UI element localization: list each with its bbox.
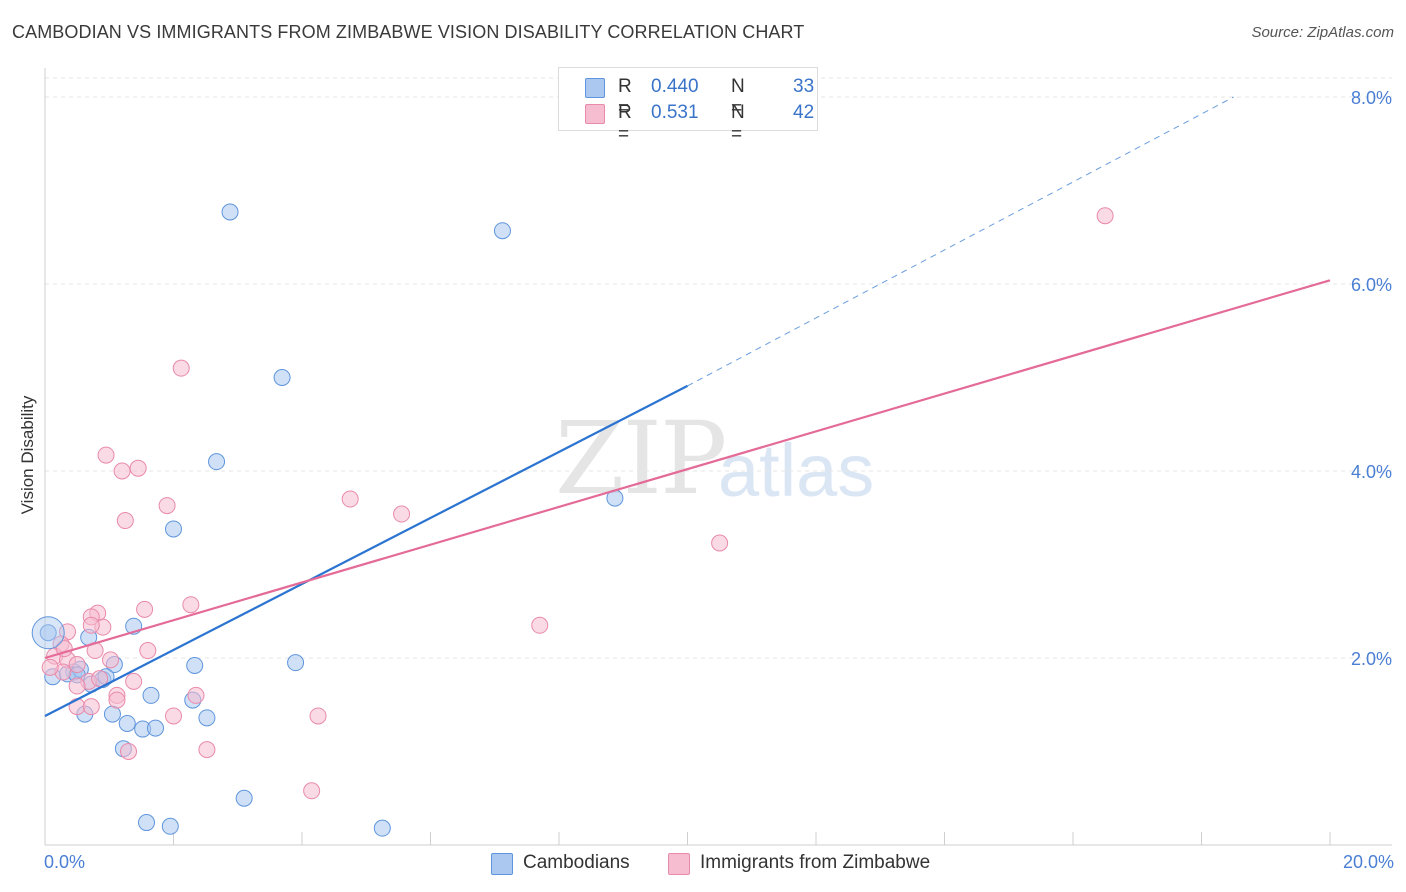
point-zimbabwe <box>108 691 126 709</box>
point-zimbabwe <box>97 446 115 464</box>
point-zimbabwe <box>113 462 131 480</box>
y-tick-labels: 2.0% 4.0% 6.0% 8.0% <box>1351 88 1392 669</box>
bottom-legend-swatch-cambodians <box>491 853 513 875</box>
point-cambodians <box>287 654 305 672</box>
point-zimbabwe <box>165 707 182 725</box>
point-zimbabwe <box>102 651 120 669</box>
point-cambodians <box>273 369 291 386</box>
y-tick-label: 2.0% <box>1351 649 1392 669</box>
point-zimbabwe <box>91 670 109 688</box>
point-zimbabwe <box>116 512 134 530</box>
point-zimbabwe <box>68 698 86 716</box>
legend-r-value: 0.440 <box>651 76 699 97</box>
point-zimbabwe <box>158 497 176 515</box>
point-zimbabwe <box>303 782 321 800</box>
point-zimbabwe <box>120 743 138 760</box>
legend-r-label: R = <box>618 76 632 119</box>
point-zimbabwe <box>1096 207 1114 225</box>
point-zimbabwe <box>125 672 143 690</box>
axes <box>44 68 1392 846</box>
x-tick-max: 20.0% <box>1342 852 1394 872</box>
point-zimbabwe <box>187 686 205 704</box>
point-cambodians <box>147 719 165 737</box>
watermark-zip: ZIP <box>555 400 727 517</box>
point-cambodians <box>235 789 253 807</box>
legend: R = 0.440 N = 33 R = 0.531 N = 42 <box>558 67 818 145</box>
point-zimbabwe <box>136 600 154 618</box>
legend-n-label: N = <box>731 76 745 119</box>
bottom-legend-label-cambodians: Cambodians <box>523 852 630 873</box>
point-cambodians <box>493 222 511 240</box>
point-zimbabwe <box>129 459 147 477</box>
point-cambodians-large <box>31 616 65 650</box>
point-cambodians <box>138 814 156 832</box>
point-cambodians <box>186 656 204 674</box>
chart-title: CAMBODIAN VS IMMIGRANTS FROM ZIMBABWE VI… <box>12 22 805 42</box>
point-cambodians <box>39 624 57 642</box>
point-zimbabwe <box>531 616 549 634</box>
point-cambodians <box>221 203 239 221</box>
legend-r-label: R = <box>618 102 632 145</box>
point-zimbabwe <box>139 642 157 660</box>
y-tick-label: 8.0% <box>1351 88 1392 108</box>
point-zimbabwe <box>172 359 190 377</box>
point-zimbabwe <box>393 505 411 523</box>
point-cambodians <box>142 686 160 704</box>
point-zimbabwe <box>82 698 100 716</box>
point-zimbabwe <box>198 741 216 759</box>
legend-r-value: 0.531 <box>651 102 699 123</box>
data-points <box>31 203 1114 837</box>
trend-line-cambodians-extension <box>687 96 1234 387</box>
trend-line-cambodians <box>44 384 689 717</box>
y-tick-label: 4.0% <box>1351 462 1392 482</box>
point-zimbabwe <box>182 596 200 614</box>
legend-n-label: N = <box>731 102 745 145</box>
point-zimbabwe <box>82 616 100 634</box>
legend-n-value: 42 <box>793 102 815 123</box>
source-label: Source: ZipAtlas.com <box>1251 24 1394 41</box>
point-cambodians <box>208 453 226 471</box>
trend-lines <box>44 96 1331 717</box>
point-cambodians <box>118 714 136 732</box>
point-zimbabwe <box>711 534 729 552</box>
point-cambodians <box>165 520 182 538</box>
trend-line-zimbabwe <box>44 279 1331 660</box>
point-cambodians <box>198 709 216 727</box>
y-tick-label: 6.0% <box>1351 275 1392 295</box>
point-zimbabwe <box>309 707 327 725</box>
legend-swatch-cambodians <box>585 78 605 98</box>
point-zimbabwe <box>341 490 359 508</box>
point-cambodians <box>161 817 179 835</box>
bottom-legend-label-zimbabwe: Immigrants from Zimbabwe <box>700 852 931 873</box>
grid-lines <box>45 77 1392 659</box>
bottom-legend-swatch-zimbabwe <box>668 853 690 875</box>
legend-swatch-zimbabwe <box>585 104 605 124</box>
y-axis-label: Vision Disability <box>18 395 37 515</box>
x-tick-min: 0.0% <box>44 852 86 872</box>
point-zimbabwe <box>68 677 86 695</box>
legend-n-value: 33 <box>793 76 815 97</box>
point-zimbabwe <box>68 656 86 674</box>
point-cambodians <box>373 819 391 837</box>
point-zimbabwe <box>41 658 59 676</box>
